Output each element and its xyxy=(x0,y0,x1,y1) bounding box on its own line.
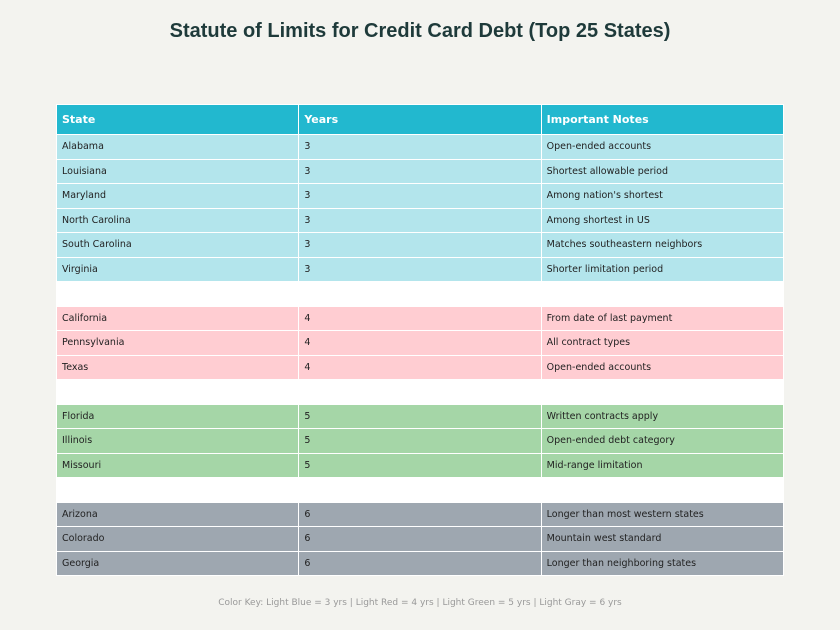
cell-notes: Among nation's shortest xyxy=(540,183,785,209)
table-row: Louisiana 3 Shortest allowable period xyxy=(55,158,785,184)
cell-state: Florida xyxy=(55,403,300,429)
cell-state: Texas xyxy=(55,354,300,380)
cell-state xyxy=(55,281,300,307)
cell-state: Missouri xyxy=(55,452,300,478)
cell-state: California xyxy=(55,305,300,331)
cell-notes xyxy=(540,281,785,307)
cell-notes: Written contracts apply xyxy=(540,403,785,429)
header-state: State xyxy=(55,104,300,135)
header-years: Years xyxy=(298,104,542,135)
cell-notes: Open-ended debt category xyxy=(540,428,785,454)
cell-notes: Open-ended accounts xyxy=(540,354,785,380)
table-row: Missouri 5 Mid-range limitation xyxy=(55,452,785,478)
cell-years xyxy=(298,281,542,307)
data-table: State Years Important Notes Alabama 3 Open… xyxy=(55,104,785,576)
table-row: Virginia 3 Shorter limitation period xyxy=(55,256,785,282)
cell-state: Georgia xyxy=(55,550,300,576)
cell-state: Pennsylvania xyxy=(55,330,300,356)
table-row: Pennsylvania 4 All contract types xyxy=(55,330,785,356)
table-row xyxy=(55,477,785,503)
table-row: South Carolina 3 Matches southeastern neig… xyxy=(55,232,785,258)
table-row: Illinois 5 Open-ended debt category xyxy=(55,428,785,454)
cell-years: 3 xyxy=(298,256,542,282)
cell-years: 4 xyxy=(298,354,542,380)
table-row: Georgia 6 Longer than neighboring states xyxy=(55,550,785,576)
cell-years: 3 xyxy=(298,232,542,258)
cell-years: 3 xyxy=(298,158,542,184)
table-row: North Carolina 3 Among shortest in US xyxy=(55,207,785,233)
cell-state xyxy=(55,379,300,405)
cell-notes: All contract types xyxy=(540,330,785,356)
cell-notes: From date of last payment xyxy=(540,305,785,331)
cell-notes: Longer than neighboring states xyxy=(540,550,785,576)
header-row: State Years Important Notes xyxy=(55,104,785,135)
cell-years: 6 xyxy=(298,550,542,576)
table-row: Maryland 3 Among nation's shortest xyxy=(55,183,785,209)
cell-state: Colorado xyxy=(55,526,300,552)
cell-notes: Matches southeastern neighbors xyxy=(540,232,785,258)
cell-years: 4 xyxy=(298,330,542,356)
cell-state: Arizona xyxy=(55,501,300,527)
cell-years: 3 xyxy=(298,134,542,160)
table-row: Colorado 6 Mountain west standard xyxy=(55,526,785,552)
cell-state: Illinois xyxy=(55,428,300,454)
cell-years: 5 xyxy=(298,403,542,429)
cell-notes: Shorter limitation period xyxy=(540,256,785,282)
cell-years xyxy=(298,477,542,503)
cell-years: 3 xyxy=(298,207,542,233)
cell-state: Alabama xyxy=(55,134,300,160)
table-row: Florida 5 Written contracts apply xyxy=(55,403,785,429)
cell-years: 6 xyxy=(298,501,542,527)
cell-years: 3 xyxy=(298,183,542,209)
table-row: Texas 4 Open-ended accounts xyxy=(55,354,785,380)
cell-notes: Mountain west standard xyxy=(540,526,785,552)
cell-notes xyxy=(540,379,785,405)
cell-state: South Carolina xyxy=(55,232,300,258)
cell-state xyxy=(55,477,300,503)
table-row xyxy=(55,379,785,405)
header-notes: Important Notes xyxy=(540,104,785,135)
cell-state: Louisiana xyxy=(55,158,300,184)
cell-state: Virginia xyxy=(55,256,300,282)
cell-years: 4 xyxy=(298,305,542,331)
cell-notes: Longer than most western states xyxy=(540,501,785,527)
cell-state: Maryland xyxy=(55,183,300,209)
cell-notes: Open-ended accounts xyxy=(540,134,785,160)
cell-years xyxy=(298,379,542,405)
cell-years: 5 xyxy=(298,452,542,478)
cell-notes: Shortest allowable period xyxy=(540,158,785,184)
cell-notes: Among shortest in US xyxy=(540,207,785,233)
chart-title: Statute of Limits for Credit Card Debt (… xyxy=(169,20,671,42)
cell-notes: Mid-range limitation xyxy=(540,452,785,478)
cell-years: 5 xyxy=(298,428,542,454)
table-row: Arizona 6 Longer than most western states xyxy=(55,501,785,527)
table-row: Alabama 3 Open-ended accounts xyxy=(55,134,785,160)
cell-state: North Carolina xyxy=(55,207,300,233)
color-key-annotation: Color Key: Light Blue = 3 yrs | Light Re… xyxy=(218,598,622,608)
cell-years: 6 xyxy=(298,526,542,552)
table-row xyxy=(55,281,785,307)
cell-notes xyxy=(540,477,785,503)
table-row: California 4 From date of last payment xyxy=(55,305,785,331)
